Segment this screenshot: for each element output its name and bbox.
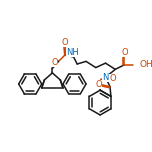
Text: O: O: [122, 48, 128, 57]
Text: O: O: [95, 80, 102, 89]
Text: OH: OH: [139, 60, 152, 69]
Text: O: O: [61, 38, 68, 47]
Text: NH: NH: [66, 48, 79, 57]
Text: O: O: [109, 74, 116, 83]
Text: O: O: [52, 58, 58, 67]
Text: N: N: [102, 73, 109, 82]
